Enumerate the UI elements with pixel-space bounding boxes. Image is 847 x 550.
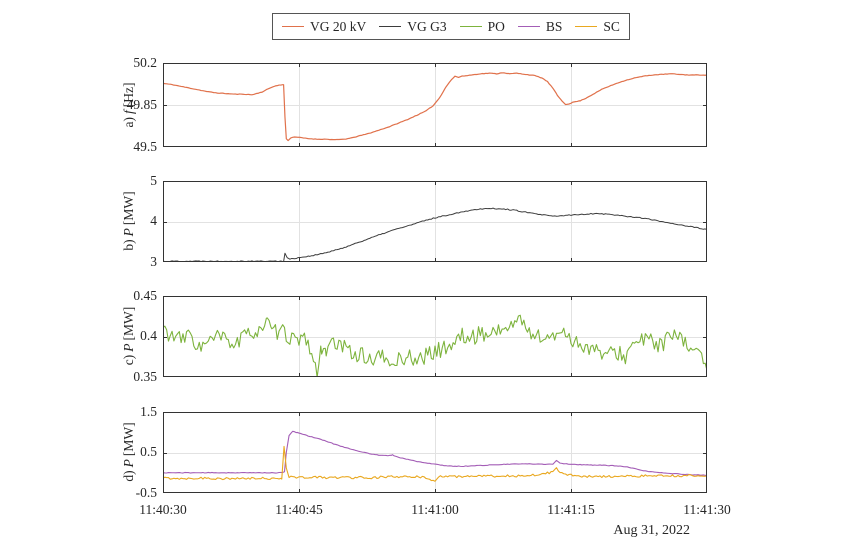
- panel-border-c: [163, 296, 707, 377]
- series-line-sc: [163, 445, 707, 482]
- legend-line-sample-vg20kv: [282, 26, 304, 27]
- legend-line-sample-sc: [575, 26, 598, 27]
- xtick-4: 11:41:30: [683, 502, 731, 517]
- legend-item-po: PO: [459, 14, 505, 39]
- legend-label: PO: [487, 19, 505, 34]
- panel-letter: c): [121, 354, 136, 366]
- date-label: Aug 31, 2022: [613, 523, 690, 538]
- legend-label: VG 20 kV: [310, 19, 367, 34]
- panel-letter: a): [121, 117, 136, 128]
- ytick-c-top: 0.45: [133, 288, 157, 303]
- ytick-d-bottom: -0.5: [135, 485, 157, 500]
- xtick-0: 11:40:30: [139, 502, 187, 517]
- panel-border-a: [163, 63, 707, 147]
- ytick-b-mid: 4: [150, 213, 157, 228]
- legend-item-vgg3: VG G3: [379, 14, 447, 39]
- panel-border-b: [163, 181, 707, 262]
- legend-box: VG 20 kV VG G3 PO BS SC: [272, 13, 630, 40]
- legend-label: SC: [603, 19, 620, 34]
- xtick-2: 11:41:00: [411, 502, 459, 517]
- ytick-b-top: 5: [150, 173, 157, 188]
- ytick-a-mid: 49.85: [126, 97, 157, 112]
- series-line-po: [163, 314, 707, 377]
- legend-line-sample-vgg3: [379, 26, 402, 27]
- legend-item-vg20kv: VG 20 kV: [282, 14, 366, 39]
- series-line-bs: [163, 430, 707, 476]
- xtick-3: 11:41:15: [547, 502, 595, 517]
- legend-label: VG G3: [407, 19, 447, 34]
- ytick-a-top: 50.2: [133, 55, 157, 70]
- ytick-c-bottom: 0.35: [133, 369, 157, 384]
- panel-letter: d): [121, 470, 136, 482]
- legend-label: BS: [545, 19, 563, 34]
- series-line-vg-20-kv: [163, 72, 707, 142]
- ytick-a-bottom: 49.5: [133, 139, 157, 154]
- xtick-1: 11:40:45: [275, 502, 323, 517]
- ytick-b-bottom: 3: [150, 254, 157, 269]
- ytick-c-mid: 0.4: [140, 328, 157, 343]
- legend-line-sample-bs: [517, 26, 540, 27]
- ytick-d-mid: 0.5: [140, 444, 157, 459]
- ytick-d-top: 1.5: [140, 404, 157, 419]
- legend-item-bs: BS: [517, 14, 563, 39]
- legend-item-sc: SC: [575, 14, 620, 39]
- legend-line-sample-po: [459, 26, 482, 27]
- panel-border-d: [163, 412, 707, 493]
- panel-letter: b): [121, 239, 136, 251]
